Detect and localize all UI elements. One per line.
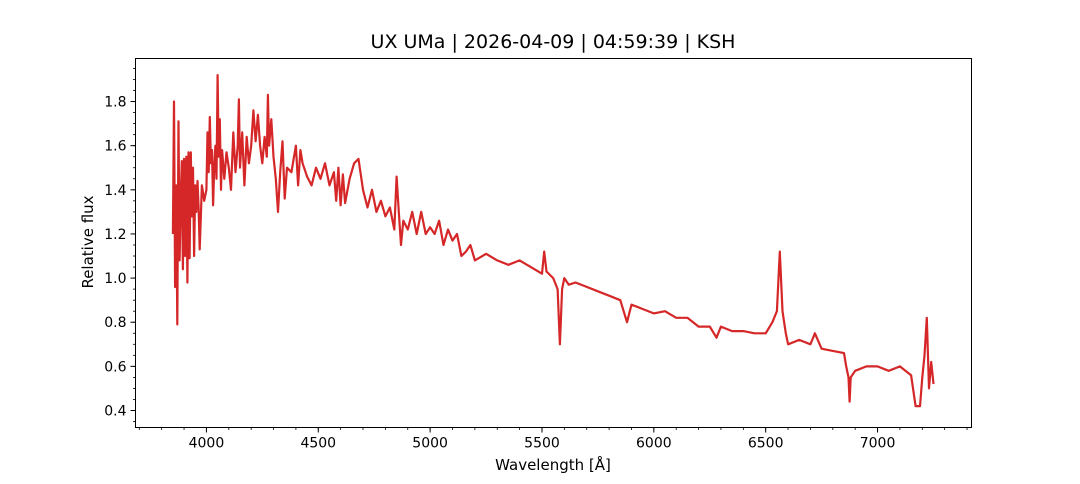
x-axis-label: Wavelength [Å]	[495, 455, 611, 474]
y-tick-label: 1.0	[104, 271, 126, 287]
x-tick-label: 5000	[412, 436, 448, 452]
axis-ticks: 4000 4500 5000 5500 6000 6500 7000 0.4 0.6 0.8 1.0…	[104, 68, 968, 452]
plot-area	[171, 74, 935, 408]
x-tick-label: 6500	[748, 436, 784, 452]
y-tick-label: 1.2	[104, 227, 126, 243]
x-tick-label: 4000	[189, 436, 225, 452]
y-tick-label: 0.8	[104, 315, 126, 331]
y-tick-label: 1.4	[104, 183, 126, 199]
axes-frame	[135, 58, 972, 428]
x-tick-label: 6000	[636, 436, 672, 452]
y-tick-label: 1.8	[104, 95, 126, 111]
y-tick-label: 0.6	[104, 359, 126, 375]
x-tick-label: 4500	[300, 436, 336, 452]
spectrum-line	[171, 74, 935, 408]
y-axis-label: Relative flux	[79, 195, 97, 288]
y-tick-label: 1.6	[104, 139, 126, 155]
chart-title: UX UMa | 2026-04-09 | 04:59:39 | KSH	[371, 31, 736, 53]
y-tick-label: 0.4	[104, 404, 126, 420]
x-tick-label: 5500	[524, 436, 560, 452]
x-tick-label: 7000	[860, 436, 896, 452]
